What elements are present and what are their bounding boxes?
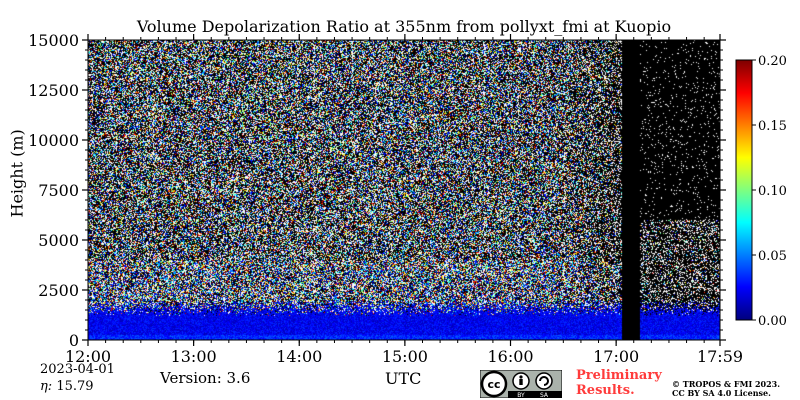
depolarization-heatmap (88, 40, 720, 340)
x-axis-label: UTC (385, 369, 422, 388)
cc-icon (480, 370, 508, 398)
version-label: Version: 3.6 (160, 369, 251, 387)
sa-icon (535, 372, 553, 390)
measurement-date: 2023-04-01 (40, 362, 115, 377)
preliminary-line2: Results. (576, 383, 635, 398)
copyright-line2: CC BY SA 4.0 License. (672, 388, 771, 398)
x-tick-label: 17:59 (697, 347, 743, 366)
eta-readout: η: 15.79 (40, 379, 94, 394)
y-tick-label: 12500 (28, 81, 79, 100)
y-axis-label: Height (m) (7, 129, 27, 218)
cc-license-badge: cc BY SA (480, 370, 562, 398)
preliminary-line1: Preliminary (576, 368, 662, 383)
x-tick-label: 16:00 (487, 347, 533, 366)
y-tick-label: 0 (69, 331, 79, 350)
copyright-line1: © TROPOS & FMI 2023. (672, 379, 781, 389)
colorbar-tick-label: 0.05 (758, 249, 787, 264)
x-tick-label: 12:00 (65, 347, 111, 366)
colorbar-tick-label: 0.10 (758, 184, 787, 199)
preliminary-notice: Preliminary Results. (576, 368, 662, 398)
copyright-notice: © TROPOS & FMI 2023. CC BY SA 4.0 Licens… (672, 380, 780, 398)
chart-title: Volume Depolarization Ratio at 355nm fro… (136, 17, 672, 36)
y-tick-label: 5000 (38, 231, 79, 250)
y-tick-label: 15000 (28, 31, 79, 50)
y-tick-label: 7500 (38, 181, 79, 200)
x-tick-label: 13:00 (171, 347, 217, 366)
badge-by-text: BY (517, 392, 525, 398)
y-tick-label: 10000 (28, 131, 79, 150)
y-tick-label: 2500 (38, 281, 79, 300)
eta-symbol: η: (40, 379, 53, 394)
x-tick-label: 14:00 (276, 347, 322, 366)
svg-text:cc: cc (487, 378, 500, 391)
badge-sa-text: SA (540, 392, 549, 398)
plot-frame (87, 39, 721, 341)
colorbar-gradient (736, 60, 752, 320)
colorbar-tick-label: 0.15 (758, 119, 787, 134)
colorbar-frame (735, 59, 753, 321)
x-tick-label: 15:00 (382, 347, 428, 366)
colorbar-tick-label: 0.20 (758, 54, 787, 69)
colorbar-tick-label: 0.00 (758, 314, 787, 329)
x-tick-label: 17:00 (593, 347, 639, 366)
eta-value: 15.79 (56, 379, 94, 394)
